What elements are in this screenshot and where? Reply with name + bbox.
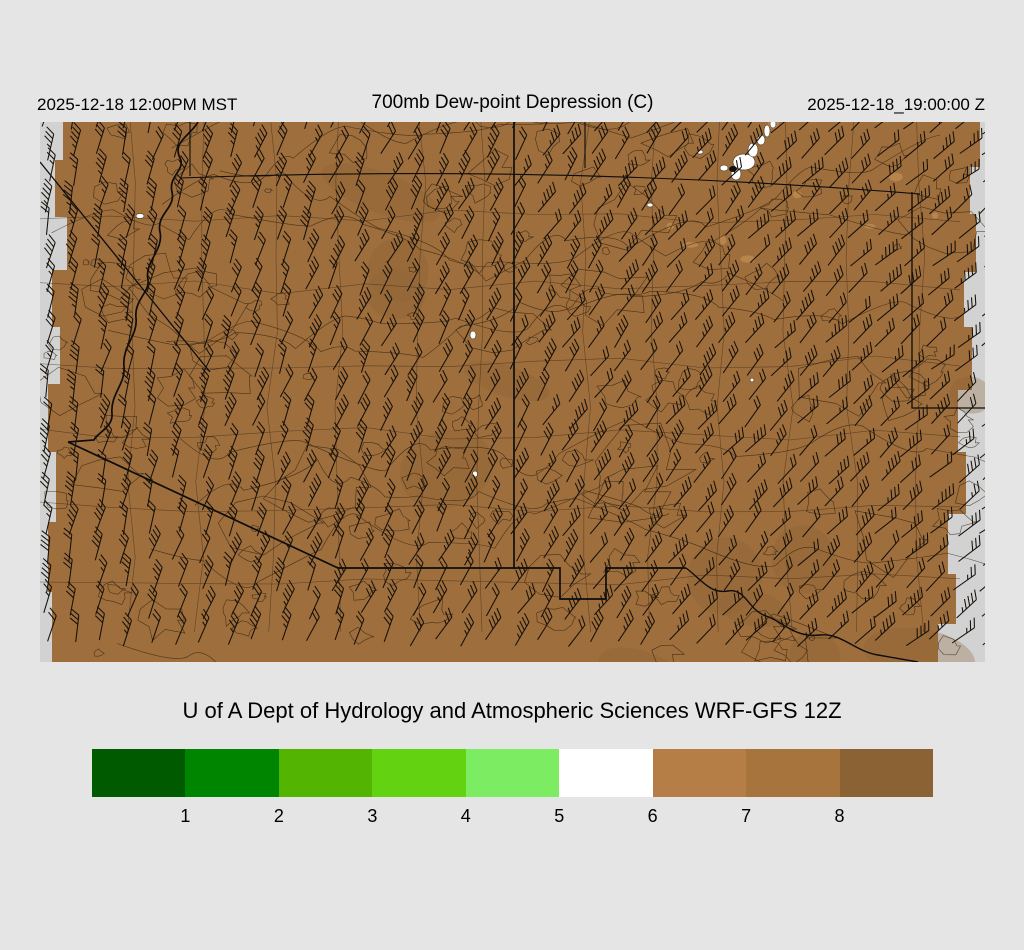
colorbar-segment <box>92 749 186 797</box>
colorbar-segment <box>559 749 653 797</box>
colorbar-segment <box>746 749 840 797</box>
colorbar-segment <box>278 749 373 797</box>
colorbar-tick: 4 <box>460 806 471 826</box>
dewpoint-depression-map-canvas <box>40 122 985 662</box>
colorbar-tick: 2 <box>273 806 284 826</box>
colorbar-tick: 6 <box>647 806 658 826</box>
timestamp-local: 2025-12-18 12:00PM MST <box>37 95 238 114</box>
colorbar-tick: 7 <box>741 806 752 826</box>
colorbar-segment <box>465 749 560 797</box>
wind-barbs <box>40 122 985 647</box>
colorbar-tick: 5 <box>554 806 565 826</box>
colorbar-segment <box>839 749 933 797</box>
weather-map <box>40 122 985 662</box>
colorbar-tick: 3 <box>367 806 378 826</box>
timestamp-utc: 2025-12-18_19:00:00 Z <box>807 95 985 114</box>
colorbar-segment <box>652 749 747 797</box>
low-depression-patches <box>135 122 777 478</box>
colorbar-segment <box>372 749 466 797</box>
contour-lines <box>40 122 985 662</box>
page-title: 700mb Dew-point Depression (C) <box>371 92 654 113</box>
colorbar-tick: 1 <box>180 806 191 826</box>
colorbar-segment <box>185 749 279 797</box>
colorbar-tick: 8 <box>834 806 845 826</box>
colorbar <box>92 749 933 797</box>
tone-patches <box>321 122 985 662</box>
attribution-caption: U of A Dept of Hydrology and Atmospheric… <box>182 698 842 723</box>
